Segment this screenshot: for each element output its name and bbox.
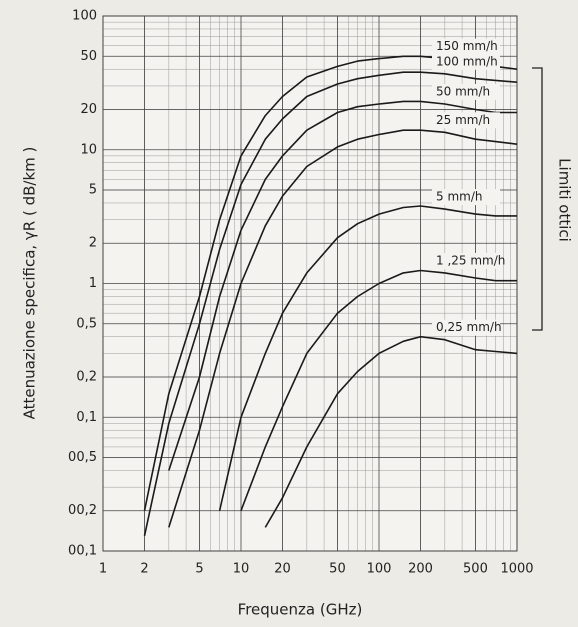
series-label: 100 mm/h (436, 54, 498, 68)
y-tick-label: 00,1 (68, 544, 97, 559)
series-label: 25 mm/h (436, 113, 490, 127)
y-tick-label: 100 (72, 9, 97, 24)
label-bg (432, 112, 500, 129)
label-bg (432, 53, 500, 70)
series-line (143, 71, 518, 536)
x-tick-label: 5 (195, 562, 203, 577)
y-axis-label: Attenuazione specifica, γR ( dB/km ) (21, 147, 39, 420)
bracket (532, 67, 543, 331)
y-tick-label: 1 (89, 276, 97, 291)
label-bg (432, 252, 500, 269)
label-bg (432, 319, 500, 336)
x-axis-label: Frequenza (GHz) (238, 601, 363, 619)
x-tick-label: 20 (274, 562, 291, 577)
label-bg (432, 189, 500, 206)
series-label: 1 ,25 mm/h (436, 253, 505, 267)
y-tick-label: 00,2 (68, 503, 97, 518)
y-tick-label: 0,2 (76, 369, 97, 384)
y-tick-label: 2 (89, 236, 97, 251)
x-tick-label: 1 (99, 562, 107, 577)
series-line (168, 129, 518, 528)
x-tick-label: 10 (233, 562, 250, 577)
label-bg (432, 83, 500, 100)
x-tick-label: 100 (367, 562, 392, 577)
y-tick-label: 0,1 (76, 410, 97, 425)
series-line (218, 205, 517, 511)
x-tick-label: 50 (329, 562, 346, 577)
y-tick-label: 0,5 (76, 316, 97, 331)
y-tick-label: 00,5 (68, 450, 97, 465)
y-tick-label: 20 (80, 102, 97, 117)
series-line (240, 269, 517, 511)
x-tick-label: 500 (463, 562, 488, 577)
series-line (168, 100, 517, 471)
label-bg (432, 38, 500, 55)
series-label: 50 mm/h (436, 84, 490, 98)
y-tick-label: 10 (80, 142, 97, 157)
x-tick-label: 1000 (500, 562, 533, 577)
series-label: 150 mm/h (436, 39, 498, 53)
series-label: 5 mm/h (436, 190, 482, 204)
x-tick-label: 2 (140, 562, 148, 577)
x-tick-label: 200 (408, 562, 433, 577)
series-label: 0,25 mm/h (436, 320, 502, 334)
side-label: Limiti ottici (556, 158, 574, 242)
series-line (264, 335, 518, 528)
y-tick-label: 5 (89, 183, 97, 198)
y-tick-label: 50 (80, 49, 97, 64)
